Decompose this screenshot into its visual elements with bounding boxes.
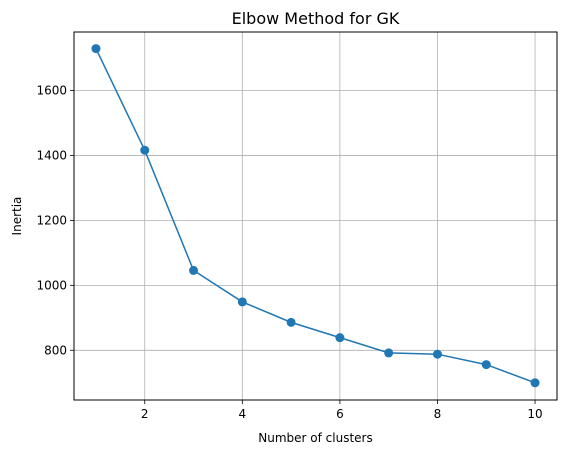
chart-title: Elbow Method for GK <box>232 9 400 28</box>
y-tick-label: 1200 <box>36 213 67 227</box>
x-axis-label: Number of clusters <box>258 431 372 445</box>
data-point <box>287 318 296 327</box>
data-point <box>335 333 344 342</box>
y-axis-label: Inertia <box>10 197 24 236</box>
series-layer <box>91 44 539 387</box>
y-tick-label: 1400 <box>36 148 67 162</box>
data-point <box>433 350 442 359</box>
x-tick-label: 2 <box>141 407 149 421</box>
y-tick-label: 1000 <box>36 278 67 292</box>
data-point <box>482 360 491 369</box>
x-tick-label: 8 <box>434 407 442 421</box>
x-tick-label: 4 <box>238 407 246 421</box>
data-point <box>91 44 100 53</box>
plot-frame <box>74 32 557 400</box>
data-point <box>384 348 393 357</box>
series-line <box>96 49 535 383</box>
data-point <box>189 266 198 275</box>
tick-layer: 2 4 6 8 10 800 1000 1200 1400 1600 <box>36 83 542 421</box>
x-tick-label: 6 <box>336 407 344 421</box>
data-point <box>140 146 149 155</box>
grid-lines <box>74 32 557 400</box>
data-point <box>238 297 247 306</box>
y-tick-label: 800 <box>44 343 67 357</box>
data-point <box>531 378 540 387</box>
y-tick-label: 1600 <box>36 83 67 97</box>
x-tick-label: 10 <box>527 407 542 421</box>
